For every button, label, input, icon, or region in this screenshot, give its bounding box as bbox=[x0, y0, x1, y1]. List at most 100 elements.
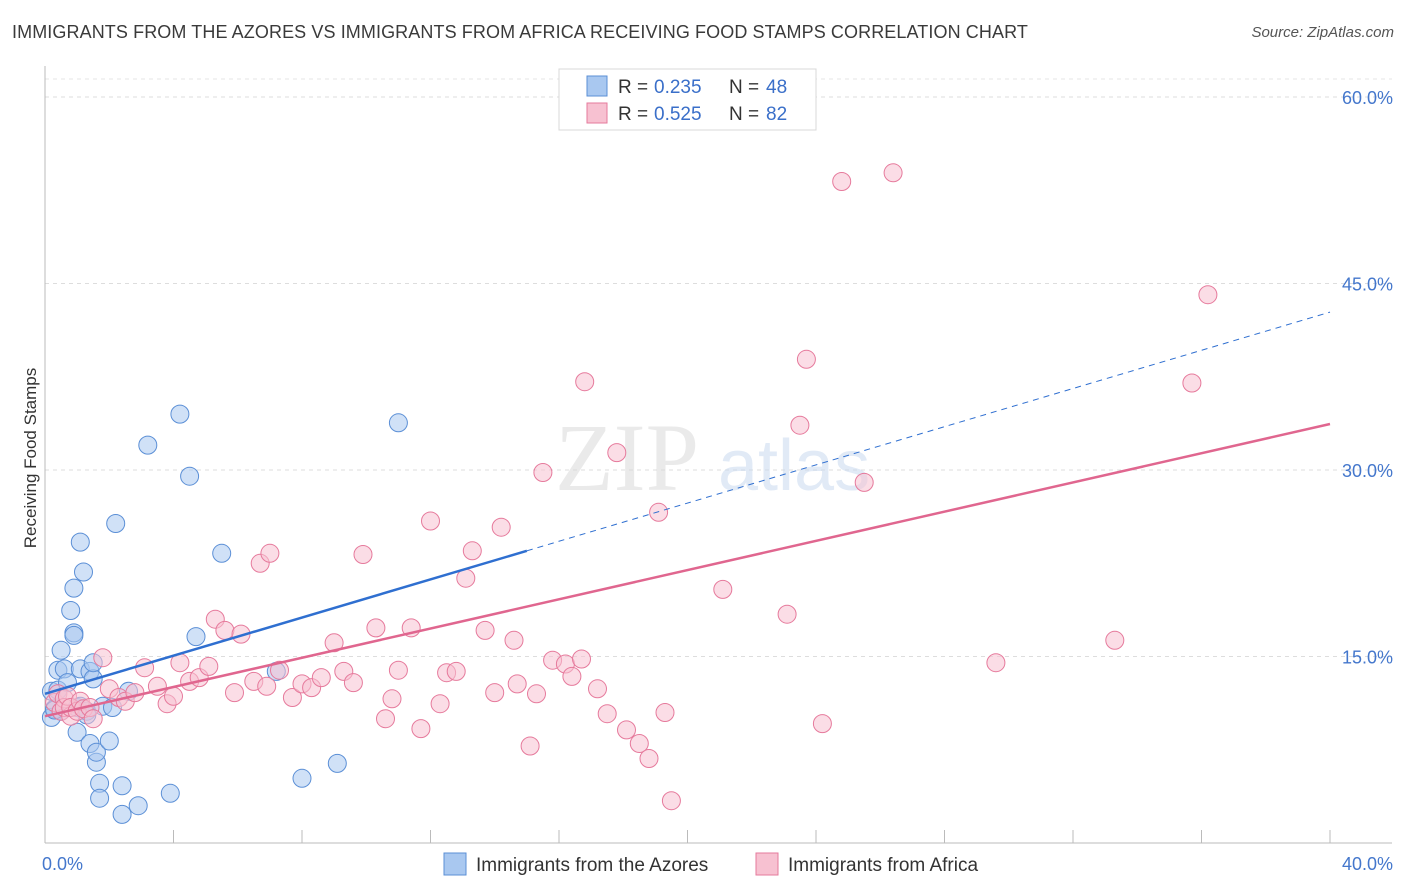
point-africa bbox=[588, 679, 607, 699]
point-azores bbox=[128, 796, 148, 816]
point-azores bbox=[292, 768, 312, 788]
point-africa bbox=[533, 463, 553, 482]
chart-source: Source: ZipAtlas.com bbox=[1251, 24, 1394, 41]
legend-n-value: 48 bbox=[766, 77, 787, 98]
legend-swatch-azores bbox=[586, 75, 608, 97]
point-africa bbox=[324, 633, 344, 653]
point-africa bbox=[343, 673, 363, 693]
point-africa bbox=[777, 604, 797, 624]
correlation-legend: R = 0.235 N = 48 R = 0.525 N = 82 bbox=[558, 68, 817, 131]
point-azores bbox=[86, 742, 106, 762]
trend-line-azores bbox=[44, 549, 528, 695]
point-africa bbox=[270, 660, 289, 680]
point-azores bbox=[61, 601, 81, 620]
legend-r-label: R = bbox=[618, 77, 648, 98]
point-africa bbox=[713, 579, 733, 599]
point-africa bbox=[366, 618, 386, 638]
point-africa bbox=[1105, 630, 1125, 650]
point-africa bbox=[629, 734, 649, 753]
point-africa bbox=[260, 543, 280, 563]
point-africa bbox=[504, 630, 524, 650]
point-azores bbox=[160, 783, 180, 803]
point-africa bbox=[388, 660, 408, 680]
legend-r-label: R = bbox=[618, 104, 648, 125]
point-africa bbox=[986, 653, 1006, 673]
legend-n-label: N = bbox=[729, 104, 759, 125]
trend-lines bbox=[44, 311, 1331, 718]
point-africa bbox=[527, 684, 546, 704]
point-africa bbox=[199, 656, 219, 676]
legend-swatch-africa bbox=[586, 102, 608, 124]
point-africa bbox=[617, 720, 636, 740]
point-azores bbox=[67, 722, 87, 742]
point-africa bbox=[475, 620, 495, 640]
point-africa bbox=[225, 683, 244, 703]
trend-line-azores-extension bbox=[526, 311, 1331, 552]
x-tick-label-max: 40.0% bbox=[1342, 854, 1393, 874]
legend-r-value: 0.525 bbox=[654, 104, 702, 125]
y-axis-label: Receiving Food Stamps bbox=[21, 368, 40, 548]
point-africa bbox=[520, 736, 540, 756]
point-africa bbox=[832, 172, 852, 191]
y-tick-label: 45.0% bbox=[1342, 275, 1393, 295]
point-africa bbox=[446, 661, 466, 681]
point-africa bbox=[311, 668, 331, 688]
point-azores bbox=[99, 731, 119, 751]
point-africa bbox=[562, 666, 582, 686]
x-tick-label-min: 0.0% bbox=[42, 854, 83, 874]
point-africa bbox=[655, 703, 675, 722]
series-africa bbox=[45, 163, 1218, 811]
y-tick-labels: 15.0% 30.0% 45.0% 60.0% bbox=[1342, 88, 1393, 668]
y-tick-label: 30.0% bbox=[1342, 461, 1393, 481]
point-africa bbox=[883, 163, 903, 183]
series-azores bbox=[41, 404, 408, 824]
point-africa bbox=[462, 541, 482, 561]
watermark: ZIP atlas bbox=[555, 404, 870, 511]
point-africa bbox=[575, 372, 595, 392]
point-azores bbox=[112, 804, 132, 824]
point-africa bbox=[376, 709, 395, 729]
bottom-legend-swatch-azores bbox=[443, 852, 467, 876]
series-legend: Immigrants from the Azores Immigrants fr… bbox=[443, 852, 978, 876]
point-africa bbox=[796, 349, 816, 369]
point-africa bbox=[215, 620, 235, 640]
point-africa bbox=[164, 686, 183, 706]
point-africa bbox=[421, 511, 440, 531]
legend-r-value: 0.235 bbox=[654, 77, 702, 98]
point-africa bbox=[353, 545, 373, 564]
point-azores bbox=[51, 640, 71, 660]
point-azores bbox=[74, 562, 93, 582]
point-africa bbox=[382, 689, 402, 709]
point-africa bbox=[125, 683, 145, 703]
legend-n-value: 82 bbox=[766, 104, 787, 125]
point-azores bbox=[170, 404, 190, 424]
y-tick-label: 60.0% bbox=[1342, 88, 1393, 108]
point-africa bbox=[812, 714, 832, 734]
point-azores bbox=[138, 435, 158, 455]
point-africa bbox=[83, 709, 103, 729]
y-tick-label: 15.0% bbox=[1342, 648, 1393, 668]
point-azores bbox=[186, 627, 206, 647]
point-azores bbox=[112, 776, 132, 796]
point-africa bbox=[507, 674, 527, 694]
point-africa bbox=[572, 649, 591, 669]
point-africa bbox=[597, 704, 617, 724]
point-africa bbox=[1182, 373, 1202, 393]
point-azores bbox=[327, 753, 347, 773]
point-africa bbox=[1198, 285, 1218, 305]
point-azores bbox=[70, 532, 90, 552]
point-africa bbox=[491, 517, 511, 537]
point-africa bbox=[607, 443, 627, 463]
point-azores bbox=[64, 578, 84, 598]
legend-n-label: N = bbox=[729, 77, 759, 98]
point-africa bbox=[485, 683, 505, 703]
bottom-legend-swatch-africa bbox=[755, 852, 779, 876]
point-azores bbox=[180, 466, 200, 486]
point-azores bbox=[388, 413, 408, 433]
point-africa bbox=[661, 791, 681, 811]
point-azores bbox=[212, 543, 232, 563]
point-azores bbox=[90, 788, 110, 808]
bottom-legend-label-africa: Immigrants from Africa bbox=[788, 855, 978, 876]
point-africa bbox=[854, 472, 874, 492]
point-africa bbox=[282, 688, 302, 707]
